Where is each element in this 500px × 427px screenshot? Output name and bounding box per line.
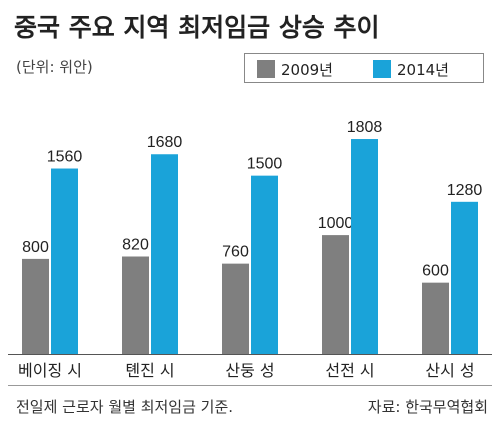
bar-2014 xyxy=(351,139,378,354)
data-label-2009: 1000 xyxy=(318,215,354,232)
category-label: 산시 성 xyxy=(425,361,474,380)
data-label-2014: 1280 xyxy=(447,182,483,199)
category-label: 산둥 성 xyxy=(225,361,274,380)
legend-item-2009: 2009년 xyxy=(257,60,333,79)
category-label: 선전 시 xyxy=(325,361,374,380)
source-note: 자료: 한국무역협회 xyxy=(367,398,488,416)
legend-swatch-2014 xyxy=(373,60,391,78)
bar-2009 xyxy=(222,263,249,354)
footnote: 전일제 근로자 월별 최저임금 기준. xyxy=(16,398,234,416)
bar-2009 xyxy=(322,235,349,354)
category-label: 베이징 시 xyxy=(18,361,82,380)
legend-label-2009: 2009년 xyxy=(281,60,333,79)
data-label-2009: 800 xyxy=(22,239,49,256)
legend: 2009년 2014년 xyxy=(244,53,484,83)
bar-2014 xyxy=(251,175,278,354)
data-label-2014: 1500 xyxy=(247,156,283,173)
legend-label-2014: 2014년 xyxy=(397,60,449,79)
data-label-2009: 600 xyxy=(422,263,449,280)
data-label-2009: 820 xyxy=(122,237,149,254)
data-label-2014: 1680 xyxy=(147,134,183,151)
bar-2014 xyxy=(451,201,478,354)
legend-swatch-2009 xyxy=(257,60,275,78)
category-label: 톈진 시 xyxy=(125,361,174,380)
chart-title: 중국 주요 지역 최저임금 상승 추이 xyxy=(14,13,380,42)
legend-item-2014: 2014년 xyxy=(373,60,449,79)
bar-2014 xyxy=(151,154,178,354)
bar-2014 xyxy=(51,168,78,354)
data-label-2009: 760 xyxy=(222,244,249,261)
unit-note: (단위: 위안) xyxy=(16,58,93,76)
bar-2009 xyxy=(122,256,149,354)
bar-2009 xyxy=(22,258,49,354)
data-label-2014: 1808 xyxy=(347,119,383,136)
bar-2009 xyxy=(422,282,449,354)
data-label-2014: 1560 xyxy=(47,149,83,166)
